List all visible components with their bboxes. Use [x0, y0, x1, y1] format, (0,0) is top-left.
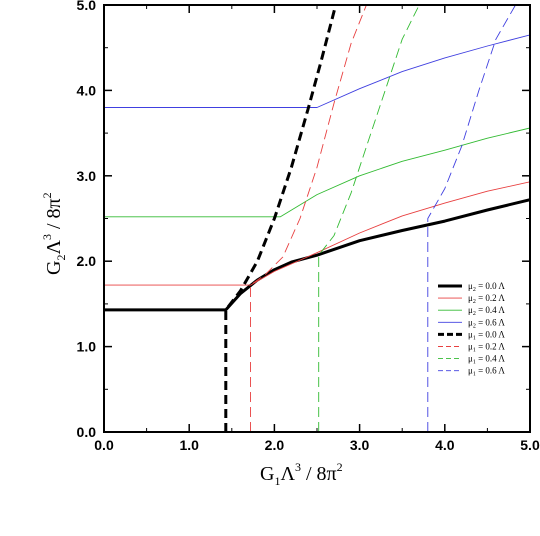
series-line-7 [318, 5, 420, 432]
x-tick-label: 4.0 [435, 437, 455, 453]
plot-area [104, 5, 530, 432]
series-line-5 [224, 5, 338, 432]
x-tick-label: 5.0 [520, 437, 540, 453]
legend-label: μ1 = 0.4 Λ [468, 354, 505, 366]
legend-label: μ2 = 0.0 Λ [468, 281, 505, 293]
series-line-2 [104, 181, 530, 286]
x-tick-label: 3.0 [350, 437, 370, 453]
y-axis-label: G2Λ3 / 8π2 [40, 192, 68, 275]
x-axis-label: G1Λ3 / 8π2 [260, 460, 343, 488]
x-tick-label: 1.0 [179, 437, 199, 453]
legend-label: μ2 = 0.4 Λ [468, 305, 505, 317]
legend-label: μ1 = 0.0 Λ [468, 329, 505, 341]
legend-label: μ1 = 0.2 Λ [468, 342, 505, 354]
series-line-8 [427, 5, 516, 432]
legend: μ2 = 0.0 Λμ2 = 0.2 Λμ2 = 0.4 Λμ2 = 0.6 Λ… [438, 281, 505, 378]
x-tick-label: 0.0 [94, 437, 114, 453]
series-line-4 [104, 34, 530, 108]
series-layer [104, 5, 530, 432]
legend-label: μ1 = 0.6 Λ [468, 366, 505, 378]
series-line-6 [250, 5, 367, 432]
series-line-3 [104, 127, 530, 218]
y-tick-label: 3.0 [77, 168, 97, 184]
y-tick-label: 5.0 [77, 0, 97, 13]
tick-layer: 0.0 1.0 2.0 3.0 4.0 5.0 0.0 1.0 2.0 3.0 4.0 5.0 [77, 0, 540, 453]
legend-label: μ2 = 0.2 Λ [468, 293, 505, 305]
x-tick-label: 2.0 [265, 437, 285, 453]
y-tick-label: 4.0 [77, 82, 97, 98]
y-tick-label: 2.0 [77, 253, 97, 269]
y-tick-label: 0.0 [77, 424, 97, 440]
y-tick-label: 1.0 [77, 339, 97, 355]
legend-label: μ2 = 0.6 Λ [468, 317, 505, 329]
